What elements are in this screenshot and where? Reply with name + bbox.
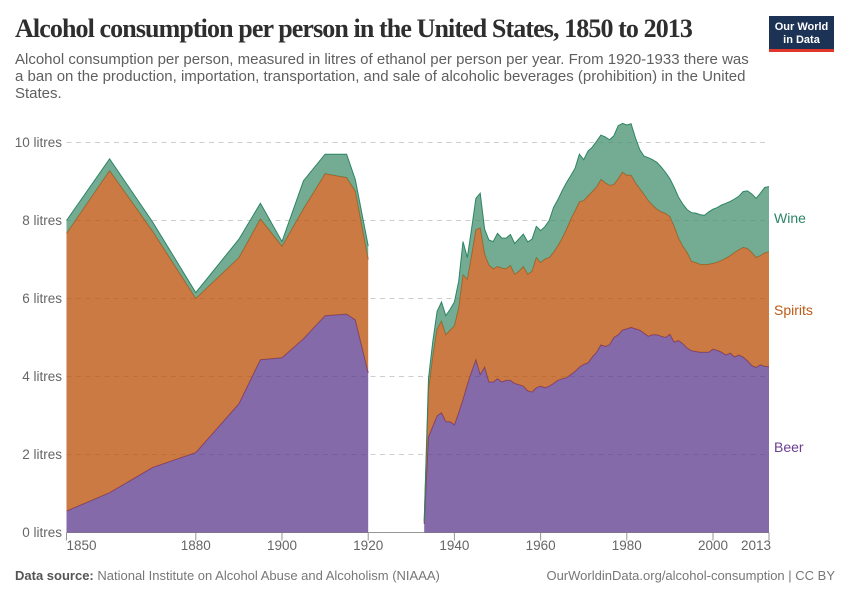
- svg-text:2 litres: 2 litres: [22, 447, 62, 462]
- svg-text:1940: 1940: [439, 538, 469, 553]
- svg-text:6 litres: 6 litres: [22, 291, 62, 306]
- svg-text:2013: 2013: [741, 538, 771, 553]
- svg-text:1850: 1850: [67, 538, 97, 553]
- svg-text:1980: 1980: [612, 538, 642, 553]
- svg-text:1880: 1880: [181, 538, 211, 553]
- svg-text:1900: 1900: [267, 538, 297, 553]
- svg-text:10 litres: 10 litres: [15, 135, 63, 150]
- svg-text:1960: 1960: [526, 538, 556, 553]
- svg-text:1920: 1920: [353, 538, 383, 553]
- svg-text:4 litres: 4 litres: [22, 369, 62, 384]
- svg-text:Wine: Wine: [774, 210, 806, 226]
- svg-text:8 litres: 8 litres: [22, 213, 62, 228]
- svg-text:2000: 2000: [698, 538, 728, 553]
- svg-text:0 litres: 0 litres: [22, 525, 62, 540]
- svg-text:Spirits: Spirits: [774, 302, 813, 318]
- svg-text:Beer: Beer: [774, 439, 804, 455]
